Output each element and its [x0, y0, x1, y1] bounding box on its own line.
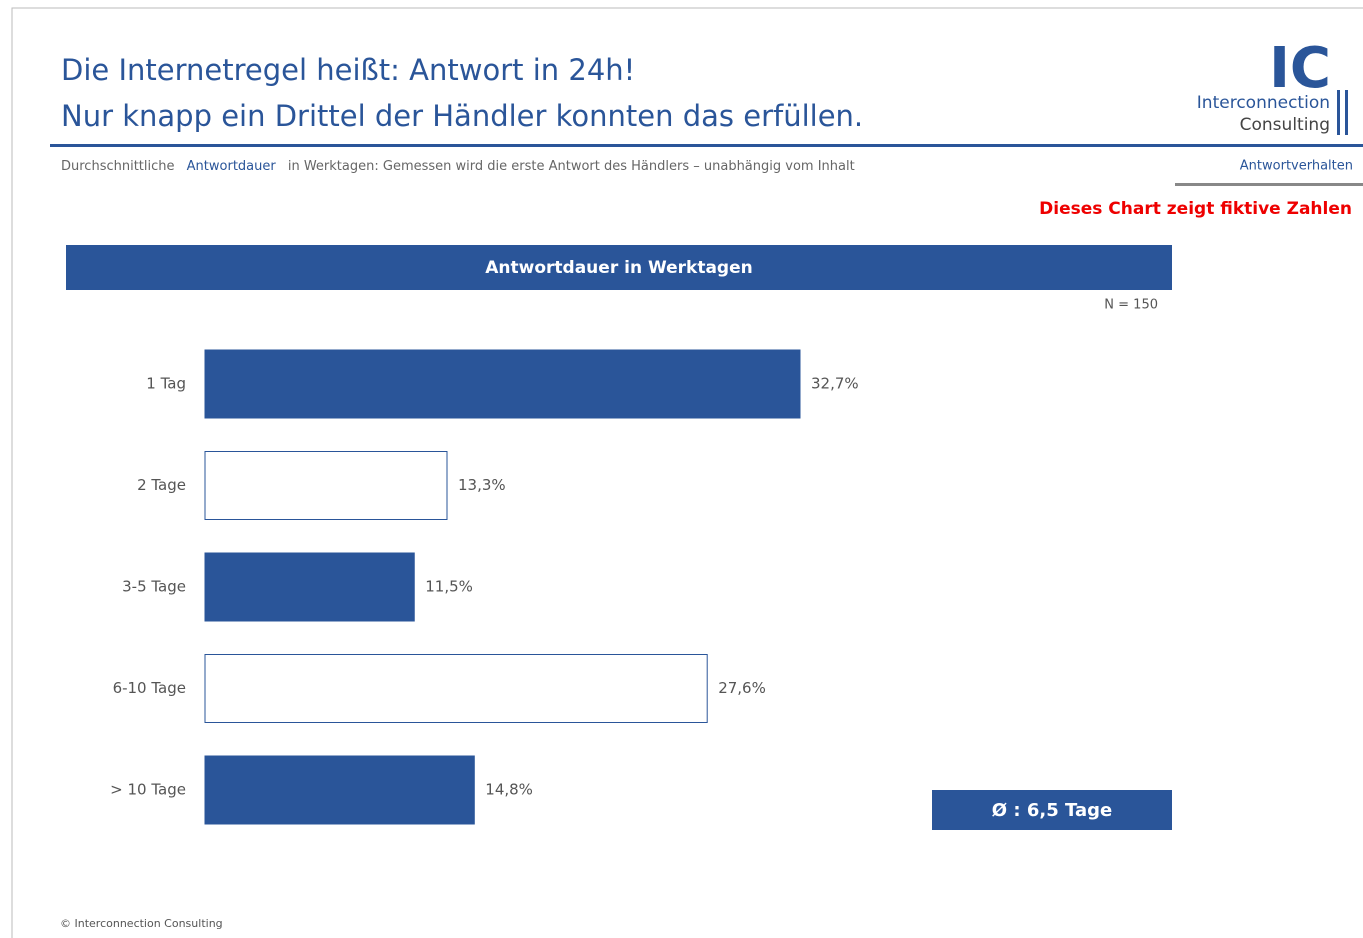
title-line: Nur knapp ein Drittel der Händler konnte… — [61, 99, 863, 133]
subtitle-part: Durchschnittliche — [61, 159, 175, 174]
footer: © Interconnection Consulting — [60, 917, 223, 930]
annotation-box — [932, 790, 1172, 830]
value-label: 27,6% — [718, 679, 766, 697]
subtitle-highlight: Antwortdauer — [187, 159, 277, 174]
section-rule — [1175, 183, 1363, 186]
bar — [204, 451, 448, 520]
category-label: 6-10 Tage — [113, 679, 186, 697]
chart-title-band — [66, 245, 1172, 290]
title-line: Die Internetregel heißt: Antwort in 24h! — [61, 53, 635, 87]
page-border — [11, 7, 1363, 938]
logo-mark: IC — [1269, 36, 1331, 101]
bar — [204, 654, 708, 723]
value-label: 32,7% — [811, 375, 859, 393]
header-rule — [50, 144, 1363, 147]
bar — [204, 349, 801, 419]
logo-bar — [1345, 90, 1348, 135]
bar — [204, 755, 475, 825]
chart-title: Antwortdauer in Werktagen — [485, 258, 752, 278]
subtitle-part: in Werktagen: Gemessen wird die erste An… — [288, 159, 855, 174]
logo-text: Interconnection — [1197, 93, 1330, 113]
disclaimer: Dieses Chart zeigt fiktive Zahlen — [1039, 199, 1352, 219]
section-label: Antwortverhalten — [1240, 159, 1353, 174]
category-label: 1 Tag — [146, 375, 186, 393]
annotation: Ø : 6,5 Tage — [992, 800, 1112, 821]
value-label: 14,8% — [485, 781, 533, 799]
category-label: > 10 Tage — [110, 781, 186, 799]
value-label: 13,3% — [458, 476, 506, 494]
logo-bar — [1337, 90, 1340, 135]
sample-note: N = 150 — [1104, 298, 1158, 313]
bar — [204, 552, 415, 622]
category-label: 2 Tage — [137, 476, 186, 494]
category-label: 3-5 Tage — [122, 578, 186, 596]
logo-text: Consulting — [1240, 115, 1330, 135]
subtitle: Durchschnittliche Antwortdauer in Werkta… — [61, 159, 855, 174]
value-label: 11,5% — [425, 578, 473, 596]
